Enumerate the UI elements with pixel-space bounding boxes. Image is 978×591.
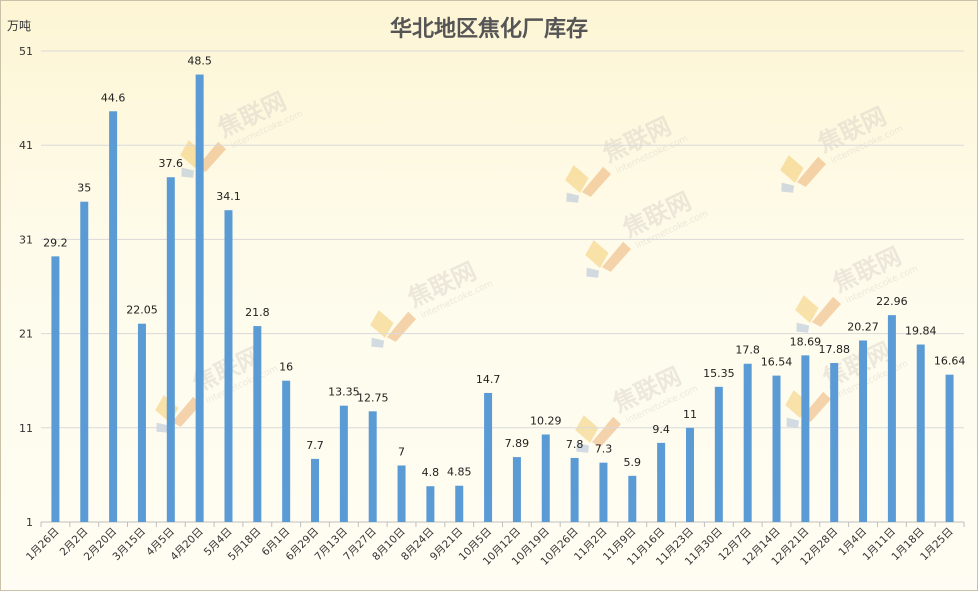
data-label: 4.8 <box>422 466 440 479</box>
data-label: 22.05 <box>126 304 158 317</box>
bar <box>685 427 694 522</box>
bar <box>830 362 839 522</box>
bar <box>484 392 493 522</box>
data-label: 48.5 <box>187 55 212 68</box>
bar <box>916 344 925 522</box>
data-label: 10.29 <box>530 414 562 427</box>
bar <box>714 386 723 522</box>
watermark-logo-icon <box>575 415 622 453</box>
x-tick-label: 1月26日 <box>24 526 62 564</box>
data-label: 19.84 <box>905 325 937 338</box>
bar <box>426 486 435 522</box>
data-label: 44.6 <box>101 91 126 104</box>
data-label: 7.8 <box>566 438 584 451</box>
data-label: 4.85 <box>447 466 472 479</box>
bar <box>368 411 377 522</box>
y-tick-label: 21 <box>19 328 33 341</box>
bar <box>628 475 637 522</box>
data-label: 5.9 <box>624 456 642 469</box>
bar <box>195 74 204 523</box>
bar <box>166 177 175 522</box>
data-label: 34.1 <box>216 190 241 203</box>
data-label: 29.2 <box>43 236 68 249</box>
y-tick-label: 41 <box>19 139 33 152</box>
data-label: 15.35 <box>703 367 735 380</box>
data-label: 7.89 <box>505 437 530 450</box>
bar <box>772 375 781 522</box>
y-tick-label: 31 <box>19 233 33 246</box>
bar <box>599 462 608 522</box>
data-label: 18.69 <box>790 335 822 348</box>
data-label: 17.8 <box>735 344 760 357</box>
data-label: 22.96 <box>876 295 908 308</box>
data-label: 35 <box>77 182 91 195</box>
y-tick-label: 11 <box>19 422 33 435</box>
data-label: 11 <box>683 408 697 421</box>
data-label: 17.88 <box>818 343 850 356</box>
watermark-logo-icon <box>795 295 842 333</box>
bar <box>455 485 464 522</box>
data-label: 9.4 <box>652 423 670 436</box>
bar <box>224 210 233 522</box>
bar <box>80 201 89 522</box>
watermark-logo-icon <box>585 240 632 278</box>
y-unit-label: 万吨 <box>7 19 32 33</box>
data-label: 13.35 <box>328 386 360 399</box>
bar <box>397 465 406 522</box>
watermark-logo-icon <box>780 155 827 193</box>
bar <box>311 458 320 522</box>
bar <box>253 326 262 522</box>
bar <box>137 323 146 522</box>
bar <box>743 363 752 522</box>
bar <box>541 434 550 522</box>
watermark-logo-icon <box>565 165 612 203</box>
bar <box>657 442 666 522</box>
data-label: 7.3 <box>595 443 613 456</box>
bar <box>887 315 896 522</box>
y-tick-label: 51 <box>19 45 33 58</box>
data-label: 16.54 <box>761 356 793 369</box>
bar <box>109 111 118 523</box>
bar <box>512 457 521 522</box>
data-label: 16.64 <box>934 355 966 368</box>
bar <box>282 380 291 522</box>
bar <box>51 256 60 522</box>
chart-title: 华北地区焦化厂库存 <box>389 17 588 42</box>
bar <box>339 405 348 522</box>
y-tick-label: 1 <box>26 516 33 529</box>
data-label: 14.7 <box>476 373 501 386</box>
bar <box>570 457 579 522</box>
data-label: 7 <box>398 445 405 458</box>
bar <box>801 355 810 522</box>
data-label: 21.8 <box>245 306 270 319</box>
bar <box>945 374 954 522</box>
data-label: 16 <box>279 361 293 374</box>
data-label: 20.27 <box>847 320 879 333</box>
bar <box>859 340 868 522</box>
data-label: 7.7 <box>306 439 324 452</box>
data-label: 37.6 <box>159 157 184 170</box>
watermark-logo-icon <box>370 310 417 348</box>
data-label: 12.75 <box>357 391 389 404</box>
